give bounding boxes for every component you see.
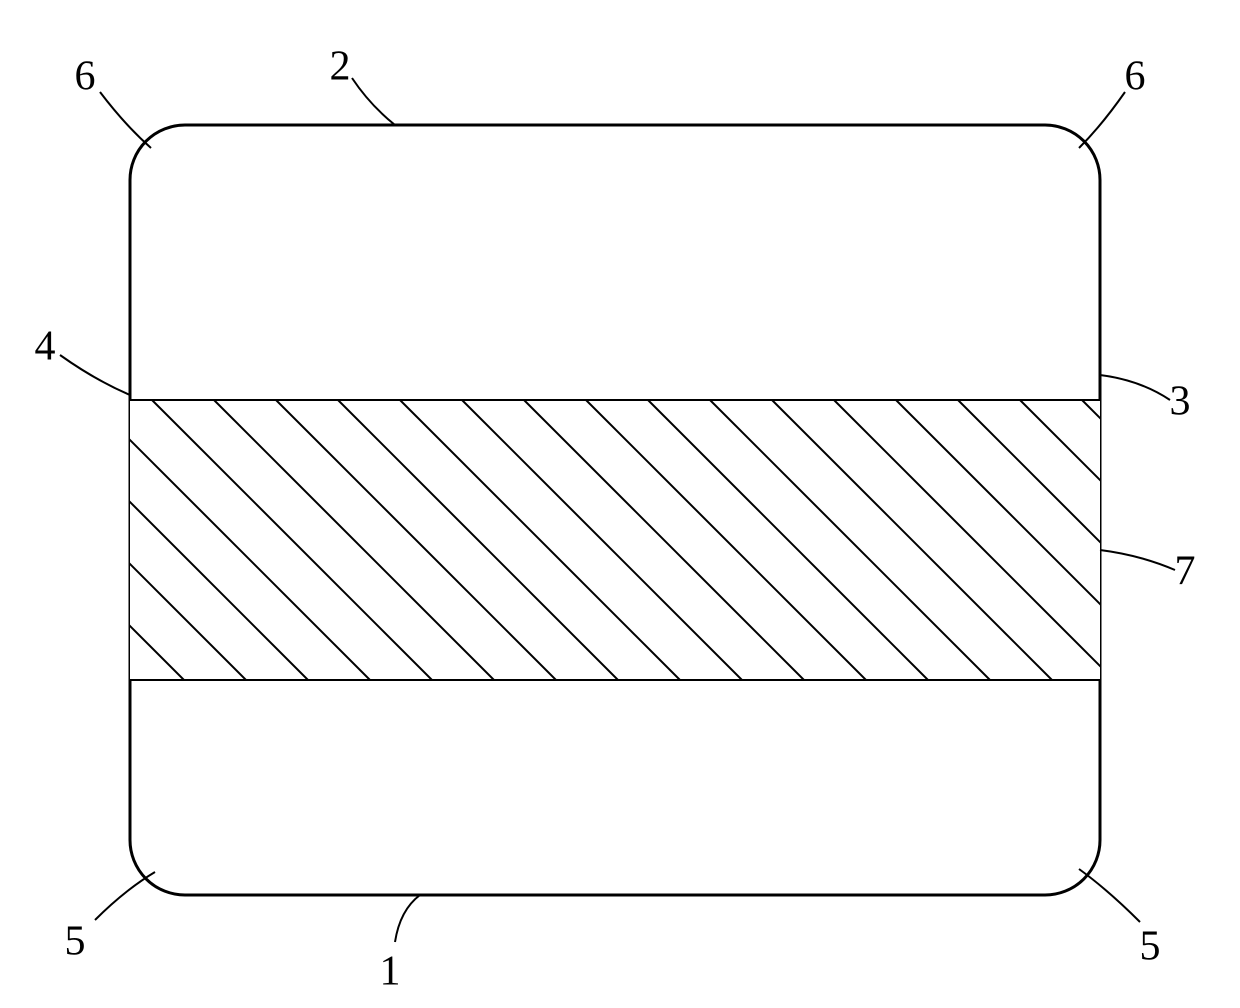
callout-label-2: 2: [330, 44, 351, 90]
callout-label-1: 1: [380, 949, 401, 995]
callout-label-4: 4: [35, 324, 56, 370]
leader-3: [1100, 375, 1170, 400]
callout-label-5b: 5: [1140, 924, 1161, 970]
leader-2: [352, 78, 395, 125]
callout-label-3: 3: [1170, 379, 1191, 425]
leader-5b: [1079, 869, 1140, 922]
callout-label-6a: 6: [75, 54, 96, 100]
callout-label-7: 7: [1175, 549, 1196, 595]
leader-4: [60, 355, 130, 395]
leader-7: [1100, 550, 1175, 570]
leader-6a: [100, 92, 151, 148]
leader-1: [395, 895, 420, 942]
hatched-band: [0, 400, 1240, 680]
callout-label-5a: 5: [65, 919, 86, 965]
callout-label-6b: 6: [1125, 54, 1146, 100]
leader-6b: [1079, 92, 1125, 148]
